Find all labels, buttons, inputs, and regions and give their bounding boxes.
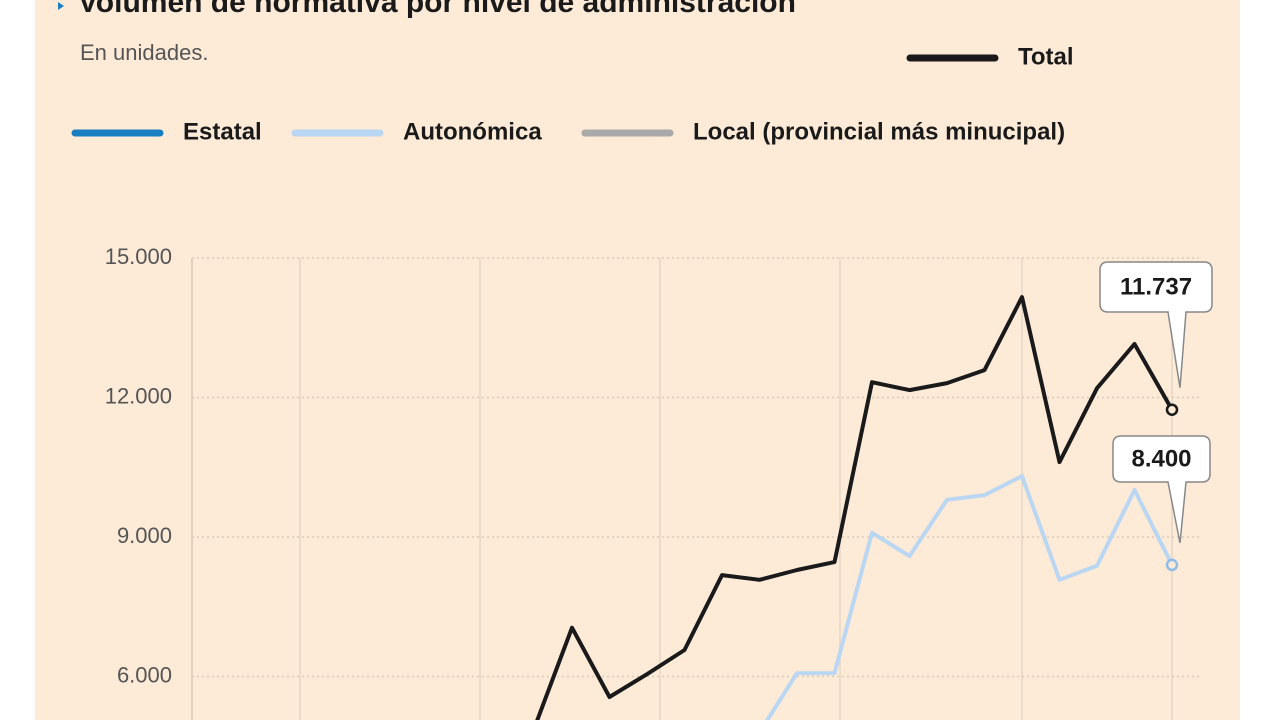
end-marker xyxy=(1165,558,1179,572)
y-tick-label: 6.000 xyxy=(117,662,172,687)
chart-subtitle: En unidades. xyxy=(80,40,208,65)
chart-title: Volumen de normativa por nivel de admini… xyxy=(78,0,796,19)
series-line xyxy=(535,295,1174,720)
legend-label: Total xyxy=(1018,43,1074,70)
panel xyxy=(35,0,1240,720)
legend-label: Local (provincial más minucipal) xyxy=(693,118,1065,145)
y-tick-label: 9.000 xyxy=(117,523,172,548)
callout-box xyxy=(1099,261,1213,388)
title-marker xyxy=(58,2,64,10)
y-tick-label: 15.000 xyxy=(105,244,172,269)
data-label: 8.400 xyxy=(1131,445,1191,472)
data-label: 11.737 xyxy=(1120,273,1192,300)
end-marker xyxy=(1165,403,1179,416)
legend-label: Estatal xyxy=(183,118,262,145)
y-tick-label: 12.000 xyxy=(105,383,172,408)
callout-box xyxy=(1112,435,1211,544)
series-line xyxy=(764,474,1174,720)
legend-label: Autonómica xyxy=(403,118,542,145)
